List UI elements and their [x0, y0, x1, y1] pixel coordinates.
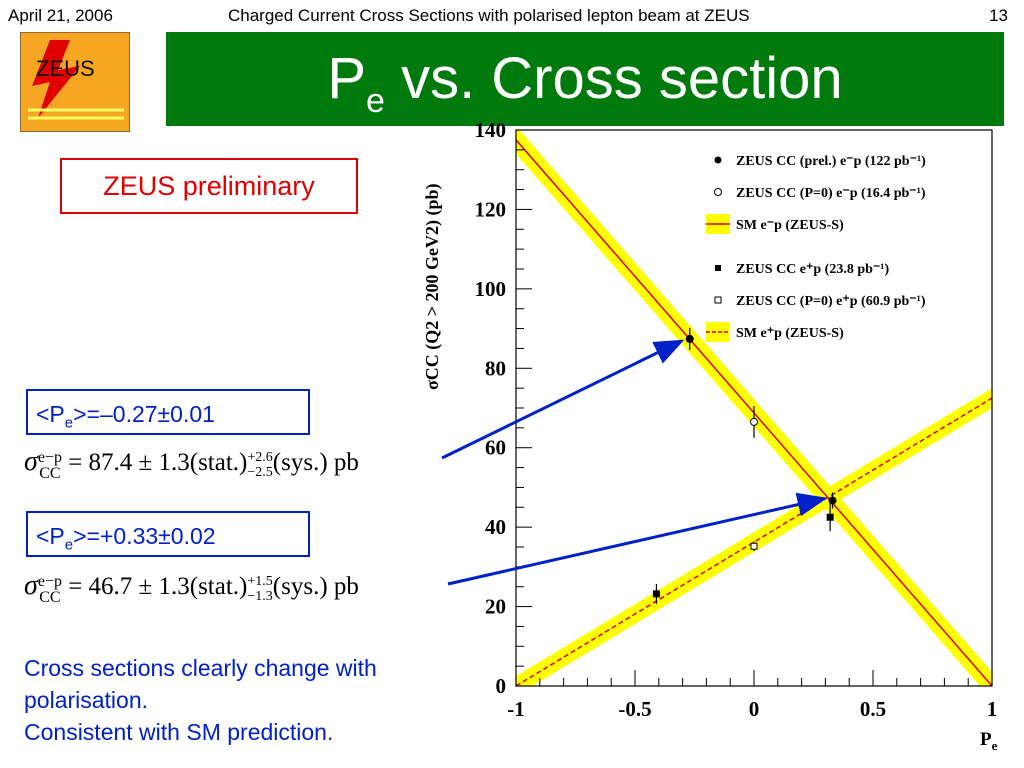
x-tick-label: -1	[507, 697, 525, 721]
err-down: −1.3	[247, 589, 273, 604]
sigma-sup: e−p	[37, 449, 62, 466]
y-tick-label: 140	[475, 118, 507, 142]
sys-errors: +1.5 −1.3	[247, 574, 272, 604]
sigma-indices: e−p CC	[38, 574, 62, 606]
formula-tail: (sys.) pb	[272, 573, 359, 600]
err-up: +1.5	[247, 574, 273, 589]
y-tick-label: 80	[485, 356, 506, 380]
x-tick-label: 0.5	[860, 697, 886, 721]
pol-sub: e	[64, 536, 74, 554]
data-point	[750, 542, 758, 550]
sys-errors: +2.6 −2.5	[247, 450, 272, 480]
data-point	[685, 334, 694, 343]
data-point	[828, 496, 837, 505]
y-tick-label: 20	[485, 595, 506, 619]
legend-marker	[715, 265, 721, 271]
title-main: P	[327, 46, 367, 111]
x-tick-label: 0	[749, 697, 760, 721]
sm-line	[516, 397, 992, 686]
legend-label: SM e⁻p (ZEUS-S)	[736, 218, 844, 233]
x-axis-label-sub: e	[992, 738, 998, 753]
note-line: Cross sections clearly change with	[24, 655, 377, 681]
arrow-to-minus-point	[441, 339, 685, 460]
title-rest: vs. Cross section	[384, 46, 843, 111]
legend-label: SM e⁺p (ZEUS-S)	[736, 326, 844, 341]
pol-sub: e	[64, 414, 74, 432]
legend-label: ZEUS CC (P=0) e⁻p (16.4 pb⁻¹)	[736, 186, 926, 201]
formula-value: = 87.4 ± 1.3(stat.)	[61, 449, 248, 476]
sigma-sub: CC	[39, 465, 61, 482]
y-tick-label: 60	[485, 436, 506, 460]
formula-value: = 46.7 ± 1.3(stat.)	[61, 573, 248, 600]
sigma-indices: e−p CC	[38, 450, 62, 482]
formula-tail: (sys.) pb	[272, 449, 359, 476]
pol-value: >=+0.33±0.02	[73, 523, 216, 549]
cross-section-formula-minus: σe−p CC = 87.4 ± 1.3(stat.)+2.6 −2.5(sys.)…	[24, 446, 359, 482]
data-point	[652, 590, 660, 598]
sigma-sup: e−p	[37, 573, 62, 590]
header-date: April 21, 2006	[8, 6, 113, 25]
arrow-to-plus-point	[447, 492, 828, 586]
y-tick-label: 100	[475, 277, 507, 301]
note-line: polarisation.	[24, 687, 149, 713]
sigma-symbol: σ	[24, 446, 38, 477]
legend-marker	[714, 296, 722, 304]
pol-label: <P	[36, 523, 65, 549]
header-title: Charged Current Cross Sections with pola…	[228, 6, 750, 25]
svg-text:ZEUS: ZEUS	[36, 56, 95, 81]
pol-value: >=–0.27±0.01	[73, 401, 215, 427]
conclusion-note: Cross sections clearly change with polar…	[24, 652, 377, 748]
note-line: Consistent with SM prediction.	[24, 719, 334, 745]
cross-section-formula-plus: σe−p CC = 46.7 ± 1.3(stat.)+1.5 −1.3(sys.)…	[24, 570, 359, 606]
y-tick-label: 120	[475, 197, 507, 221]
x-axis-label: Pe	[980, 729, 998, 753]
y-tick-label: 0	[496, 674, 507, 698]
polarisation-plus-box: <Pe>=+0.33±0.02	[26, 511, 310, 557]
err-down: −2.5	[247, 465, 273, 480]
y-tick-label: 40	[485, 515, 506, 539]
legend-marker	[714, 188, 722, 196]
title-sub: e	[366, 82, 385, 120]
slide-title: Pe vs. Cross section	[166, 32, 1004, 126]
y-axis-label: σCC (Q2 > 200 GeV2) (pb)	[422, 183, 443, 390]
x-axis-label-main: P	[980, 729, 992, 750]
data-point	[826, 513, 834, 521]
pol-label: <P	[36, 401, 65, 427]
legend-label: ZEUS CC e⁺p (23.8 pb⁻¹)	[736, 262, 890, 277]
x-tick-label: -0.5	[618, 697, 651, 721]
data-point	[750, 417, 758, 426]
legend-label: ZEUS CC (P=0) e⁺p (60.9 pb⁻¹)	[736, 294, 926, 309]
sm-band	[516, 388, 992, 686]
preliminary-label: ZEUS preliminary	[60, 158, 358, 214]
zeus-logo: ZEUS	[20, 32, 130, 132]
err-up: +2.6	[247, 450, 273, 465]
sigma-sub: CC	[39, 589, 61, 606]
x-tick-label: 1	[987, 697, 998, 721]
polarisation-minus-box: <Pe>=–0.27±0.01	[26, 389, 310, 435]
legend-marker	[714, 156, 722, 164]
page-number: 13	[989, 6, 1008, 25]
legend-label: ZEUS CC (prel.) e⁻p (122 pb⁻¹)	[736, 154, 926, 169]
sigma-symbol: σ	[24, 570, 38, 601]
